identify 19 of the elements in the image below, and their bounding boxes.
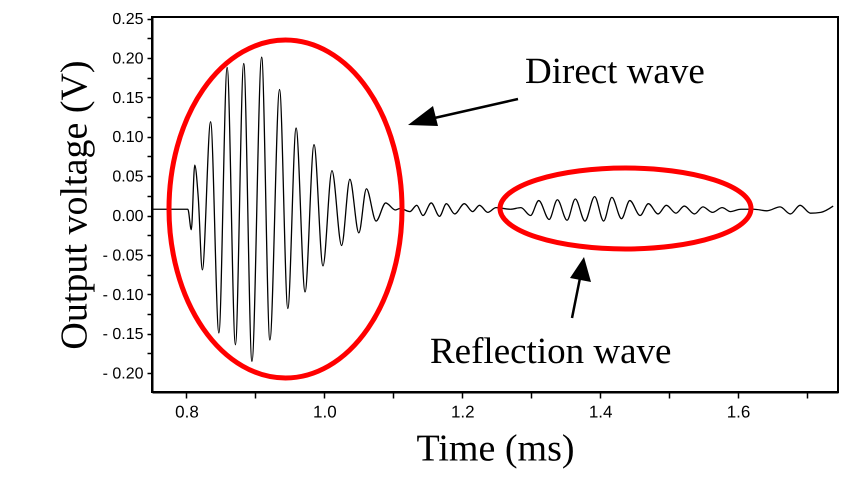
annotation: Reflection wave xyxy=(430,330,672,373)
x-tick-label: 1.0 xyxy=(313,402,337,422)
y-tick-label: 0.00 xyxy=(112,208,144,226)
x-tick-label: 1.2 xyxy=(450,402,475,422)
y-tick-label: 0.10 xyxy=(112,129,144,146)
x-tick-label: 1.4 xyxy=(588,402,612,422)
y-axis-title: Output voltage (V) xyxy=(54,60,96,350)
y-tick-label: - 0.15 xyxy=(102,326,144,344)
y-tick-label: - 0.10 xyxy=(102,286,144,304)
y-tick-label: - 0.20 xyxy=(102,366,144,383)
y-tick-label: - 0.05 xyxy=(102,247,144,264)
x-axis-title: Time (ms) xyxy=(416,428,575,470)
x-tick-label: 1.6 xyxy=(726,402,750,422)
y-tick-label: 0.20 xyxy=(112,50,144,68)
x-tick-label: 0.8 xyxy=(175,402,199,422)
y-tick-label: 0.15 xyxy=(112,90,144,107)
annotation: Direct wave xyxy=(525,50,705,93)
y-tick-label: 0.25 xyxy=(112,11,144,28)
y-tick-label: 0.05 xyxy=(112,168,144,186)
